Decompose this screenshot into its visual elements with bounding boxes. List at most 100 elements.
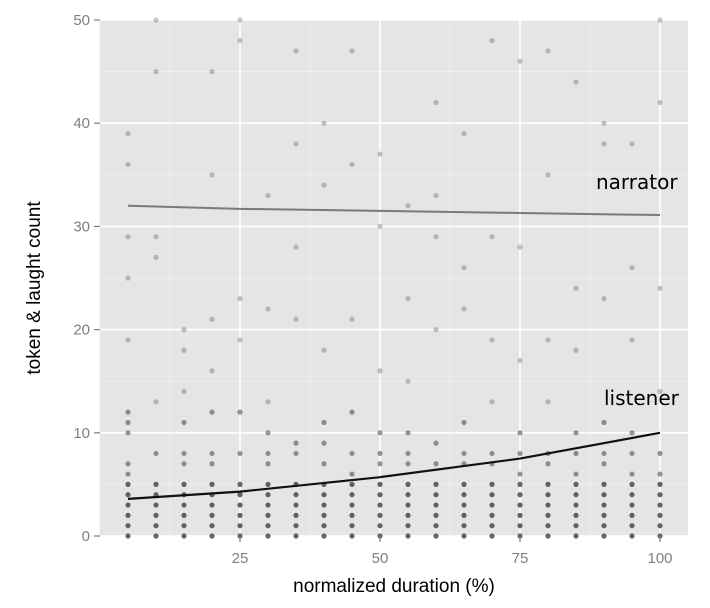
data-point — [153, 512, 159, 518]
data-point — [153, 69, 159, 75]
data-point — [349, 48, 355, 54]
data-point — [461, 419, 467, 426]
data-point — [237, 296, 243, 302]
data-point — [517, 357, 523, 364]
data-point — [321, 492, 327, 498]
data-point — [433, 192, 439, 199]
data-point — [629, 492, 635, 498]
data-point — [125, 161, 131, 168]
data-point — [293, 141, 299, 147]
data-point — [293, 533, 299, 539]
data-point — [125, 502, 131, 508]
data-point — [265, 533, 271, 539]
data-point — [629, 533, 635, 539]
data-point — [573, 512, 579, 518]
data-point — [489, 492, 495, 498]
data-point — [433, 234, 439, 240]
data-point — [125, 481, 131, 487]
x-tick-label: 100 — [647, 550, 672, 567]
data-point — [629, 471, 635, 477]
data-point — [629, 481, 635, 487]
data-point — [349, 492, 355, 498]
data-point — [545, 512, 551, 518]
data-point — [181, 450, 187, 457]
data-point — [181, 388, 187, 395]
data-point — [657, 450, 663, 457]
data-point — [657, 502, 663, 508]
listener-line — [127, 431, 661, 500]
data-point — [237, 512, 243, 518]
y-tick-label: 50 — [73, 12, 90, 29]
data-point — [153, 533, 159, 539]
trend-lines — [127, 204, 661, 500]
data-point — [349, 512, 355, 518]
data-point — [601, 141, 607, 147]
data-point — [125, 409, 131, 415]
data-point — [573, 471, 579, 477]
data-point — [265, 481, 271, 487]
data-point — [545, 461, 551, 467]
data-point — [209, 533, 215, 539]
data-point — [349, 502, 355, 508]
data-point — [237, 502, 243, 508]
data-point — [181, 419, 187, 426]
data-point — [265, 430, 271, 436]
data-point — [237, 337, 243, 343]
data-point — [153, 481, 159, 487]
data-point — [461, 523, 467, 529]
data-point — [657, 523, 663, 529]
data-point — [209, 409, 215, 415]
data-point — [461, 130, 467, 137]
data-point — [489, 481, 495, 487]
data-point — [601, 450, 607, 457]
y-tick-label: 20 — [73, 322, 90, 339]
data-point — [433, 533, 439, 539]
data-point — [657, 512, 663, 518]
data-point — [573, 347, 579, 353]
data-point — [405, 492, 411, 498]
data-point — [601, 461, 607, 467]
data-point — [489, 450, 495, 457]
data-point — [321, 182, 327, 188]
data-point — [489, 337, 495, 343]
data-point — [405, 450, 411, 457]
y-axis-title: token & laught count — [24, 201, 45, 375]
data-point — [377, 502, 383, 508]
data-point — [461, 481, 467, 487]
data-point — [657, 471, 663, 477]
data-point — [321, 440, 327, 446]
data-point — [377, 368, 383, 374]
data-point — [321, 347, 327, 353]
data-point — [377, 450, 383, 457]
data-point — [433, 492, 439, 498]
data-point — [405, 461, 411, 467]
data-point — [629, 512, 635, 518]
data-point — [349, 450, 355, 457]
data-point — [125, 337, 131, 343]
data-point — [153, 523, 159, 529]
data-point — [153, 254, 159, 260]
data-point — [517, 430, 523, 436]
data-point — [433, 327, 439, 333]
data-point — [153, 502, 159, 508]
data-point — [657, 99, 663, 106]
data-point — [657, 492, 663, 498]
data-point — [601, 502, 607, 508]
data-point — [489, 502, 495, 508]
data-point — [601, 512, 607, 518]
data-point — [489, 523, 495, 529]
data-point — [433, 523, 439, 529]
y-tick-label: 10 — [73, 425, 90, 442]
y-tick-label: 40 — [73, 115, 90, 132]
data-point — [489, 234, 495, 240]
data-point — [489, 38, 495, 44]
data-point — [125, 419, 131, 426]
data-point — [629, 502, 635, 508]
data-point — [377, 481, 383, 487]
data-point — [349, 533, 355, 539]
data-point — [433, 461, 439, 467]
data-point — [265, 512, 271, 518]
data-point — [433, 440, 439, 446]
data-point — [209, 523, 215, 529]
y-tick-label: 0 — [82, 528, 90, 545]
